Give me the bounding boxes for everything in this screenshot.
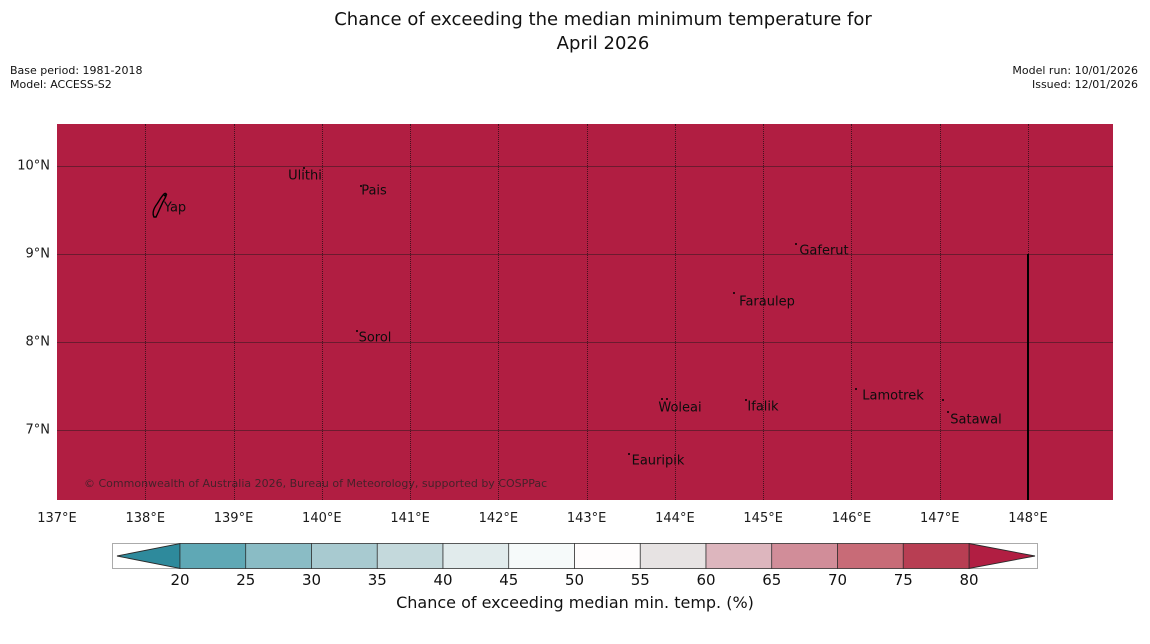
lat-grid-line	[57, 254, 1113, 255]
colorbar-segment	[442, 543, 510, 569]
map-canvas: © Commonwealth of Australia 2026, Bureau…	[57, 124, 1113, 500]
lon-axis-label: 142°E	[478, 511, 519, 526]
lon-grid-line	[851, 124, 853, 500]
lon-grid-line	[233, 124, 235, 500]
colorbar-segment	[639, 543, 707, 569]
colorbar-tick-label: 25	[236, 571, 256, 589]
island-label: Ulithi	[288, 168, 322, 184]
lat-grid-line	[57, 430, 1113, 431]
island-dot	[745, 399, 747, 401]
lon-axis-label: 143°E	[566, 511, 607, 526]
island-label: Sorol	[358, 330, 392, 346]
state-border-line	[1026, 254, 1029, 500]
lon-axis-label: 141°E	[390, 511, 430, 526]
page-title: Chance of exceeding the median minimum t…	[56, 8, 1150, 56]
island-label: Lamotrek	[862, 388, 924, 404]
lon-axis-label: 146°E	[831, 511, 872, 526]
island-label: Gaferut	[799, 243, 849, 259]
lon-axis-label: 145°E	[743, 511, 783, 526]
island-dot	[666, 398, 668, 400]
island-label: Yap	[163, 200, 187, 216]
island-label: Eauripik	[631, 453, 685, 469]
model-metadata-right: Model run: 10/01/2026 Issued: 12/01/2026	[1012, 64, 1138, 92]
lon-grid-line	[674, 124, 676, 500]
issued-label: Issued: 12/01/2026	[1031, 78, 1138, 91]
colorbar	[112, 542, 1038, 570]
colorbar-tick-label: 35	[367, 571, 387, 589]
lon-grid-line	[145, 124, 147, 500]
lon-axis-label: 137°E	[37, 511, 77, 526]
lon-grid-line	[498, 124, 500, 500]
copyright-text: © Commonwealth of Australia 2026, Bureau…	[84, 477, 548, 490]
lon-axis-label: 148°E	[1008, 511, 1048, 526]
lon-grid-line	[410, 124, 412, 500]
colorbar-segment	[574, 543, 641, 569]
title-line-2: April 2026	[556, 33, 650, 54]
colorbar-segment	[902, 543, 970, 569]
lon-grid-line	[939, 124, 941, 500]
colorbar-tick-label: 30	[301, 571, 322, 589]
lon-axis-label: 140°E	[302, 511, 342, 526]
model-label: Model: ACCESS-S2	[10, 78, 112, 91]
colorbar-tick-label: 60	[696, 571, 716, 589]
colorbar-tick-label: 70	[827, 571, 848, 589]
colorbar-tick-label: 40	[433, 571, 453, 589]
island-dot	[360, 185, 362, 187]
title-line-1: Chance of exceeding the median minimum t…	[334, 9, 872, 30]
colorbar-tick-label: 50	[564, 571, 585, 589]
colorbar-tick-label: 20	[170, 571, 190, 589]
island-label: Woleai	[658, 400, 702, 416]
colorbar-segment	[837, 543, 904, 569]
island-dot	[795, 243, 797, 245]
lon-axis-label: 147°E	[919, 511, 960, 526]
colorbar-tick-label: 45	[499, 571, 519, 589]
island-label: Pais	[361, 183, 387, 199]
island-label: Faraulep	[739, 294, 795, 310]
lat-axis-label: 8°N	[25, 334, 51, 350]
island-dot	[942, 399, 944, 401]
lat-grid-line	[57, 166, 1113, 167]
colorbar-segment	[179, 543, 247, 569]
model-run-label: Model run: 10/01/2026	[1012, 64, 1138, 77]
lat-axis-label: 10°N	[17, 158, 50, 174]
lon-axis-label: 144°E	[655, 511, 695, 526]
colorbar-segment	[376, 543, 444, 569]
island-label: Ifalik	[747, 399, 779, 415]
lon-axis-label: 139°E	[213, 511, 254, 526]
lon-axis-label: 138°E	[125, 511, 166, 526]
lat-axis-label: 7°N	[25, 422, 51, 438]
colorbar-tick-label: 65	[762, 571, 782, 589]
island-dot	[303, 167, 305, 169]
colorbar-tick-label: 75	[893, 571, 913, 589]
model-metadata-left: Base period: 1981-2018 Model: ACCESS-S2	[10, 64, 142, 92]
lon-grid-line	[586, 124, 588, 500]
colorbar-segment	[245, 543, 312, 569]
island-dot	[628, 453, 630, 455]
lon-grid-line	[763, 124, 765, 500]
base-period-label: Base period: 1981-2018	[10, 64, 143, 77]
yap-island-icon	[152, 192, 168, 218]
colorbar-tick-label: 55	[630, 571, 650, 589]
colorbar-tick-label: 80	[959, 571, 979, 589]
lat-axis-label: 9°N	[25, 246, 51, 262]
lon-grid-line	[321, 124, 323, 500]
island-dot	[661, 398, 663, 400]
island-dot	[733, 292, 735, 294]
colorbar-segment	[771, 543, 838, 569]
island-dot	[855, 388, 857, 390]
island-dot	[356, 330, 358, 332]
colorbar-segment	[508, 543, 575, 569]
island-label: Satawal	[950, 412, 1002, 428]
colorbar-segment	[705, 543, 773, 569]
colorbar-segment	[311, 543, 378, 569]
lat-grid-line	[57, 342, 1113, 343]
colorbar-caption: Chance of exceeding median min. temp. (%…	[396, 593, 754, 612]
island-dot	[947, 411, 949, 413]
